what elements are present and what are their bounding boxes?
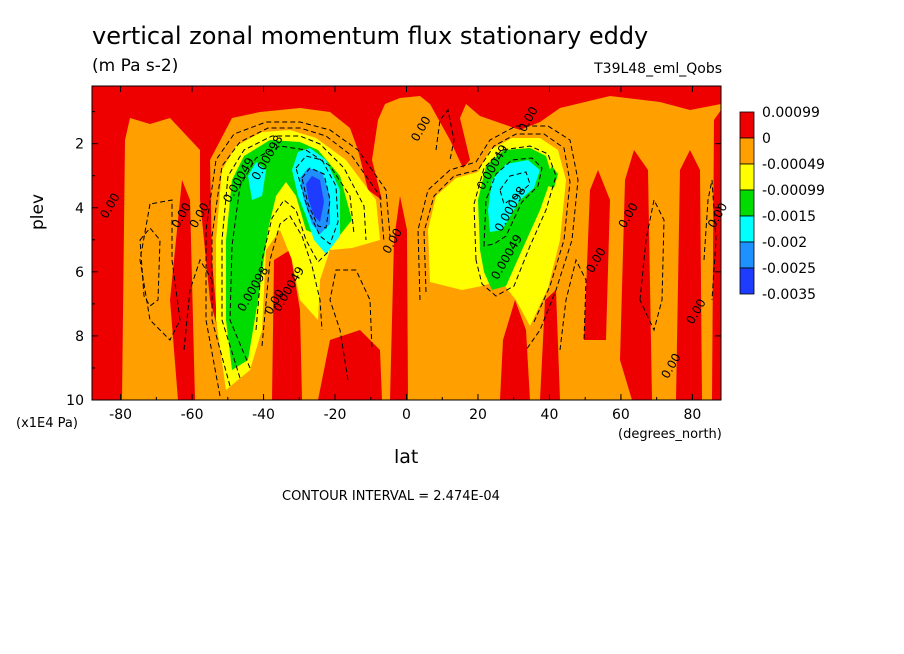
contour-fill-north-cyan (488, 160, 540, 232)
contour-line (205, 121, 391, 397)
colorbar-label: -0.0035 (762, 287, 816, 303)
x-tick-label: 0 (402, 407, 411, 423)
filled-contours (92, 86, 721, 400)
contour-fill-north-green-spot (546, 166, 558, 188)
x-axis-units: (degrees_north) (618, 427, 722, 442)
contour-line (483, 157, 543, 247)
contour-line (221, 135, 367, 379)
colorbar-swatch (739, 111, 755, 139)
x-tick-label: -80 (109, 407, 132, 423)
x-tick-label: -60 (181, 407, 204, 423)
contour-fill-south-cyan-small (248, 162, 266, 200)
colorbar-label: -0.00049 (762, 157, 825, 173)
x-tick-label: 60 (612, 407, 630, 423)
contour-line (211, 127, 385, 387)
colorbar-label: -0.00099 (762, 183, 825, 199)
colorbar-swatch (739, 215, 755, 243)
contour-fill-positive-bottom (318, 330, 382, 400)
contour-line (255, 199, 331, 331)
y-tick-label: 10 (66, 393, 84, 409)
y-tick-label: 4 (75, 201, 84, 217)
contour-line (329, 269, 373, 381)
x-tick-label: -40 (252, 407, 275, 423)
y-tick-label: 6 (75, 265, 84, 281)
contour-lines (139, 108, 717, 397)
contour-fill-positive-right-e (676, 150, 702, 400)
plot-area: 0.00 0.000.000.000490.000980.000980.00049… (66, 85, 730, 423)
y-axis-units: (x1E4 Pa) (16, 416, 78, 431)
contour-line (639, 198, 665, 332)
contour-fill-positive-lower-mid (390, 196, 408, 400)
contour-line (229, 145, 355, 369)
contour-fill-positive-right-edge (712, 110, 721, 400)
colorbar-swatch (739, 241, 755, 269)
contour-line (703, 179, 717, 301)
contour-line (417, 125, 579, 351)
chart-title: vertical zonal momentum flux stationary … (92, 22, 649, 50)
run-label: T39L48_eml_Qobs (594, 61, 722, 77)
contour-fill-positive-sliver-b (272, 250, 302, 400)
x-axis-label: lat (394, 446, 419, 468)
chart-units: (m Pa s-2) (92, 56, 179, 76)
colorbar-label: 0 (762, 131, 771, 147)
colorbar: 0.00099 0 -0.00049 -0.00099 -0.0015 -0.002 -0.… (739, 105, 825, 303)
x-tick-label: 20 (469, 407, 487, 423)
x-tick-label: 80 (683, 407, 701, 423)
contour-interval: CONTOUR INTERVAL = 2.474E-04 (282, 489, 500, 504)
contour-line (139, 227, 161, 307)
colorbar-swatch (739, 163, 755, 191)
colorbar-label: -0.0015 (762, 209, 816, 225)
contour-fill-positive-top (92, 86, 721, 400)
y-tick-label: 2 (75, 137, 84, 153)
contour-fill-south-deepblue (306, 176, 324, 222)
contour-line (473, 145, 557, 297)
contour-fill-positive-sliver-a (170, 180, 195, 400)
contour-line (295, 155, 339, 245)
contour-line (559, 258, 587, 351)
contour-line (139, 199, 181, 341)
x-tick-label: -20 (324, 407, 347, 423)
colorbar-label: -0.002 (762, 235, 807, 251)
contour-line (183, 258, 213, 351)
contour-line (435, 108, 455, 161)
x-axis: -80 -60 -40 -20 0 20 40 60 80 (109, 86, 701, 423)
colorbar-swatch (739, 189, 755, 217)
colorbar-swatch (739, 267, 755, 295)
contour-line (261, 215, 323, 347)
contour-fill-positive-right-c (584, 170, 610, 340)
contour-line (301, 167, 331, 229)
y-axis: 2 4 6 8 10 (66, 111, 721, 409)
colorbar-label: 0.00099 (762, 105, 820, 121)
contour-line (423, 133, 571, 323)
colorbar-label: -0.0025 (762, 261, 816, 277)
contour-line (499, 171, 531, 205)
contour-fill-positive-right-a (500, 300, 530, 400)
contour-fill-positive-right-d (620, 150, 652, 400)
x-tick-label: 40 (541, 407, 559, 423)
colorbar-swatch (739, 137, 755, 165)
y-tick-label: 8 (75, 329, 84, 345)
